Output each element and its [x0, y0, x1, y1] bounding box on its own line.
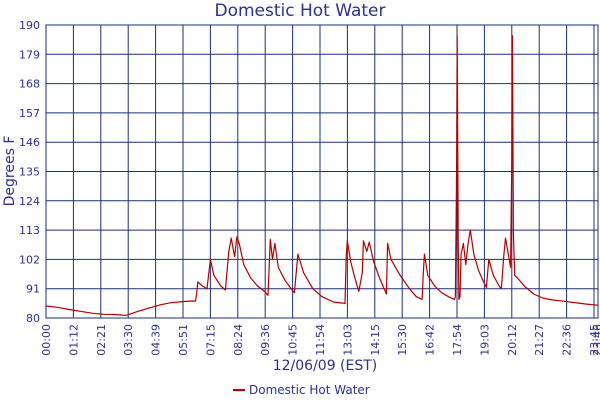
y-tick-label: 168: [19, 78, 40, 91]
x-tick-label: 20:12: [506, 324, 519, 356]
series-line: [45, 35, 599, 316]
y-tick-label: 124: [19, 195, 40, 208]
y-tick-label: 190: [19, 19, 40, 32]
y-tick-label: 146: [19, 136, 40, 149]
x-tick-label: 01:12: [67, 324, 80, 356]
x-tick-label: 13:03: [341, 324, 354, 356]
x-tick-label: 03:30: [122, 324, 135, 356]
x-tick-label: 21:27: [533, 324, 546, 356]
x-tick-label: 10:45: [287, 324, 300, 356]
x-tick-label: 00:00: [40, 324, 53, 356]
x-axis-label: 12/06/09 (EST): [272, 358, 378, 374]
y-tick-label: 91: [26, 283, 40, 296]
x-tick-label: 22:36: [561, 324, 574, 356]
y-tick-label: 157: [19, 107, 40, 120]
y-tick-label: 135: [19, 166, 40, 179]
legend-label: Domestic Hot Water: [249, 383, 370, 397]
x-tick-label: 11:54: [314, 324, 327, 356]
legend-swatch: [233, 389, 245, 391]
x-tick-label: 15:30: [396, 324, 409, 356]
x-tick-label: 17:54: [451, 324, 464, 356]
y-tick-label: 102: [19, 253, 40, 266]
x-tick-label: 19:03: [478, 324, 491, 356]
x-tick-label: 02:21: [95, 324, 108, 356]
x-tick-label: 16:42: [424, 324, 437, 356]
plot-border: [45, 24, 599, 319]
legend: Domestic Hot Water: [233, 383, 370, 397]
x-tick-label: 14:15: [369, 324, 382, 356]
x-tick-label: 08:24: [232, 324, 245, 356]
x-tick-label: 23:46: [591, 324, 600, 356]
chart-title: Domestic Hot Water: [214, 1, 386, 21]
y-tick-label: 179: [19, 48, 40, 61]
y-tick-label: 113: [19, 224, 40, 237]
x-tick-label: 09:36: [259, 324, 272, 356]
y-tick-label: 80: [26, 312, 40, 325]
x-tick-label: 23:45: [588, 324, 600, 356]
x-tick-label: 04:39: [150, 324, 163, 356]
x-tick-label: 05:51: [177, 324, 190, 356]
x-tick-label: 07:15: [204, 324, 217, 356]
